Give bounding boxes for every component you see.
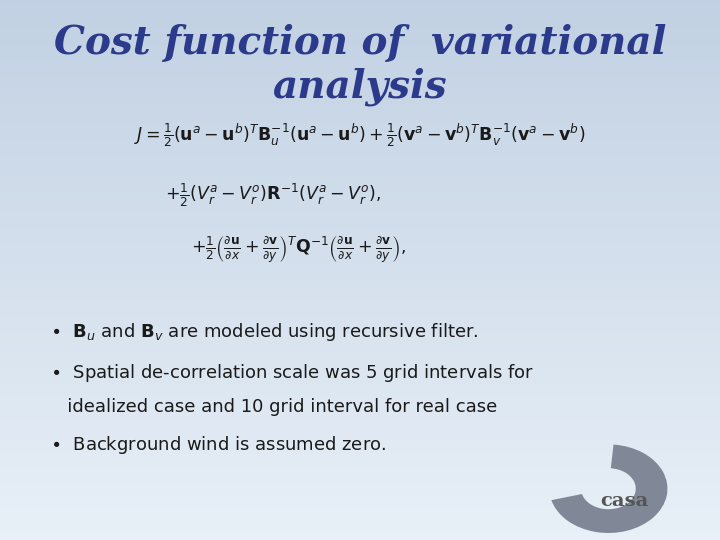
Text: $+\frac{1}{2}\left(\frac{\partial \mathbf{u}}{\partial x}+ \frac{\partial \mathb: $+\frac{1}{2}\left(\frac{\partial \mathb… xyxy=(192,235,406,265)
Text: Cost function of  variational: Cost function of variational xyxy=(54,24,666,62)
Text: casa: casa xyxy=(600,491,649,510)
Wedge shape xyxy=(552,444,667,533)
Text: $J = \frac{1}{2}(\mathbf{u}^a - \mathbf{u}^b)^T \mathbf{B}_u^{-1}(\mathbf{u}^a -: $J = \frac{1}{2}(\mathbf{u}^a - \mathbf{… xyxy=(135,122,585,150)
Text: $\bullet$  $\mathbf{B}_u$ and $\mathbf{B}_v$ are modeled using recursive filter.: $\bullet$ $\mathbf{B}_u$ and $\mathbf{B}… xyxy=(50,321,479,343)
Text: $+\frac{1}{2}(V_r^a - V_r^o)\mathbf{R}^{-1}(V_r^a - V_r^o),$: $+\frac{1}{2}(V_r^a - V_r^o)\mathbf{R}^{… xyxy=(166,181,382,208)
Text: $\bullet$  Spatial de-correlation scale was 5 grid intervals for: $\bullet$ Spatial de-correlation scale w… xyxy=(50,362,534,384)
Text: $\bullet$  Background wind is assumed zero.: $\bullet$ Background wind is assumed zer… xyxy=(50,434,387,456)
Text: analysis: analysis xyxy=(273,68,447,106)
Text: idealized case and 10 grid interval for real case: idealized case and 10 grid interval for … xyxy=(50,398,498,416)
